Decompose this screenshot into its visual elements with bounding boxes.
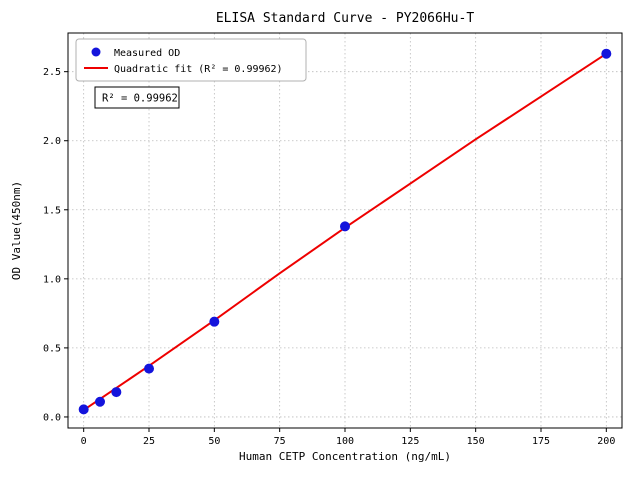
legend-label-quadratic-fit: Quadratic fit (R² = 0.99962) bbox=[114, 64, 283, 75]
x-tick-label: 125 bbox=[401, 436, 419, 447]
x-tick-label: 75 bbox=[274, 436, 286, 447]
tick-marks bbox=[64, 71, 607, 432]
x-tick-label: 25 bbox=[143, 436, 155, 447]
y-tick-label: 1.0 bbox=[43, 274, 61, 285]
x-tick-label: 150 bbox=[467, 436, 485, 447]
data-point bbox=[601, 48, 612, 59]
measured-points bbox=[78, 48, 612, 415]
y-tick-label: 0.5 bbox=[43, 343, 61, 354]
legend-label-measured-od: Measured OD bbox=[114, 48, 180, 59]
gridlines bbox=[68, 33, 622, 428]
legend-box bbox=[75, 38, 307, 82]
x-tick-label: 200 bbox=[597, 436, 615, 447]
data-point bbox=[95, 396, 106, 407]
x-tick-label: 175 bbox=[532, 436, 550, 447]
x-tick-label: 0 bbox=[81, 436, 87, 447]
data-point bbox=[111, 387, 122, 398]
y-tick-label: 1.5 bbox=[43, 205, 61, 216]
y-axis-label: OD Value(450nm) bbox=[10, 181, 23, 280]
data-point bbox=[78, 404, 89, 415]
r-squared-annotation: R² = 0.99962 bbox=[94, 86, 180, 109]
legend-marker-measured-od bbox=[91, 47, 101, 57]
y-tick-label: 2.5 bbox=[43, 67, 61, 78]
annotation-box bbox=[94, 86, 180, 109]
y-tick-label: 2.0 bbox=[43, 136, 61, 147]
annotation-text: R² = 0.99962 bbox=[102, 93, 178, 105]
data-point bbox=[144, 363, 155, 374]
y-tick-label: 0.0 bbox=[43, 412, 61, 423]
data-point bbox=[209, 316, 220, 327]
data-point bbox=[340, 221, 350, 232]
x-axis-label: Human CETP Concentration (ng/mL) bbox=[239, 450, 451, 463]
chart-title: ELISA Standard Curve - PY2066Hu-T bbox=[216, 11, 474, 26]
x-tick-label: 100 bbox=[336, 436, 354, 447]
x-tick-label: 50 bbox=[208, 436, 220, 447]
legend: Measured OD Quadratic fit (R² = 0.99962) bbox=[75, 38, 307, 82]
